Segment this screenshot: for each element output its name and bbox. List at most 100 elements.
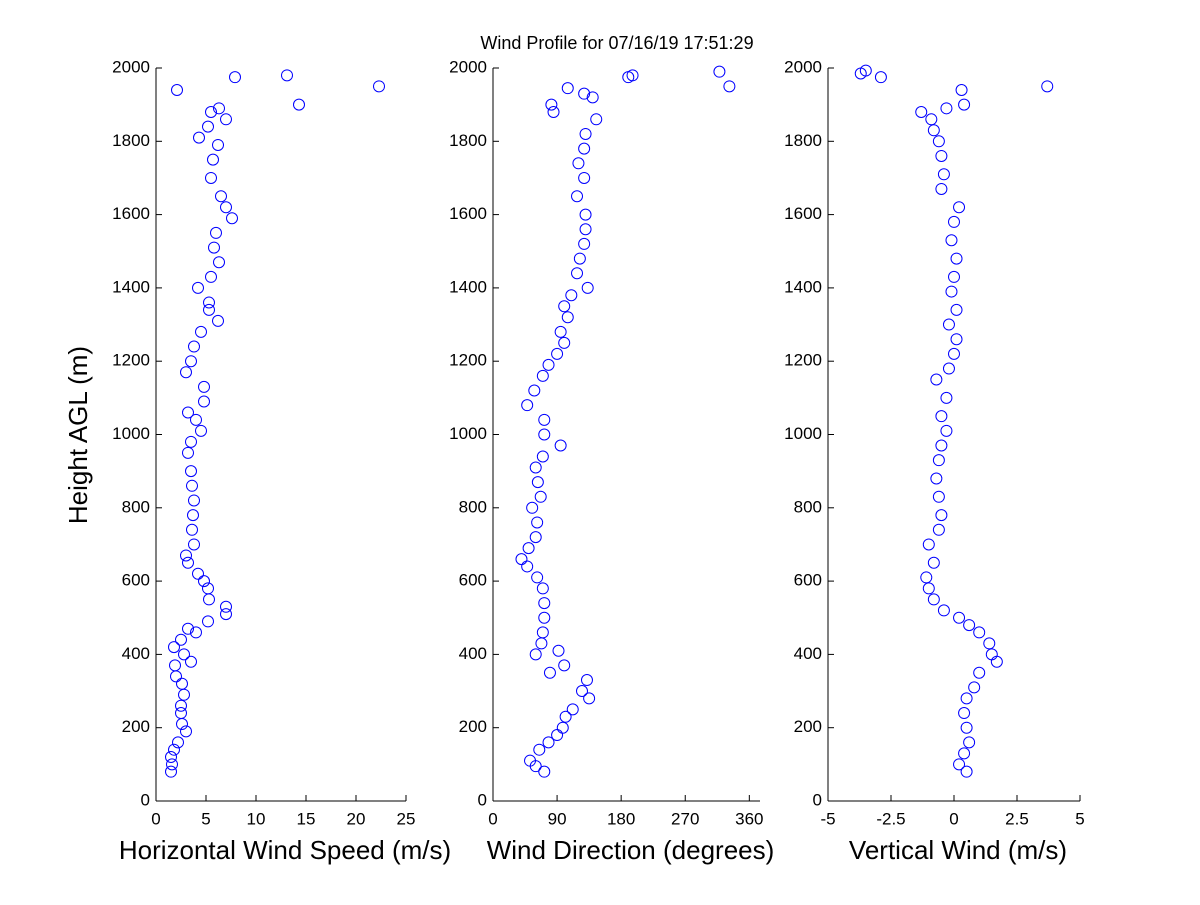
data-point [948, 347, 960, 360]
data-point [958, 707, 971, 720]
data-point [182, 446, 194, 459]
data-point [573, 252, 586, 265]
data-point [220, 201, 232, 214]
y-tick-label: 1000 [449, 424, 487, 443]
data-point [188, 340, 200, 353]
data-point [226, 212, 238, 225]
data-point [528, 384, 541, 397]
y-tick-label: 600 [122, 571, 150, 590]
x-tick-label: 0 [949, 809, 958, 828]
data-point [561, 311, 574, 324]
data-point [182, 622, 194, 635]
data-point [922, 538, 935, 551]
data-point [202, 582, 214, 595]
data-point [178, 648, 190, 661]
y-tick-label: 600 [459, 571, 487, 590]
data-point [927, 556, 940, 569]
data-point [165, 751, 177, 764]
data-point [185, 465, 197, 478]
data-point [536, 626, 549, 639]
data-point [927, 593, 940, 606]
y-tick-label: 1600 [112, 204, 150, 223]
data-point [536, 582, 549, 595]
data-point [213, 102, 225, 115]
data-point [958, 98, 971, 111]
data-point [185, 655, 197, 668]
data-point [190, 626, 202, 639]
data-point [538, 611, 551, 624]
data-point [188, 538, 200, 551]
data-point [713, 65, 726, 78]
data-point [186, 523, 198, 536]
data-point [859, 64, 872, 77]
x-tick-label: 90 [548, 809, 567, 828]
y-tick-label: 2000 [784, 57, 822, 76]
data-point [558, 659, 571, 672]
data-point [175, 707, 187, 720]
x-tick-label: 360 [735, 809, 763, 828]
y-tick-label: 0 [813, 790, 822, 809]
data-point [942, 362, 955, 375]
data-point [935, 149, 948, 162]
y-tick-label: 1800 [784, 131, 822, 150]
data-point [198, 575, 210, 588]
data-point [935, 410, 948, 423]
data-point [213, 256, 225, 269]
y-tick-label: 0 [141, 790, 150, 809]
y-tick-label: 600 [794, 571, 822, 590]
data-point [168, 641, 180, 654]
data-point [171, 83, 183, 96]
data-point [578, 87, 591, 100]
data-point [192, 281, 204, 294]
y-tick-label: 200 [122, 717, 150, 736]
data-point [930, 472, 943, 485]
data-point [578, 142, 591, 155]
data-point [935, 509, 948, 522]
data-point [192, 567, 204, 580]
data-point [723, 80, 736, 93]
data-point [547, 105, 560, 118]
data-point [207, 153, 219, 166]
data-point [950, 303, 963, 316]
x-tick-label: -5 [820, 809, 835, 828]
data-point [935, 439, 948, 452]
y-tick-label: 2000 [449, 57, 487, 76]
data-point [626, 69, 639, 82]
data-point [583, 692, 596, 705]
x-tick-label: 5 [201, 809, 210, 828]
data-point [985, 648, 998, 661]
data-point [930, 373, 943, 386]
data-point [529, 531, 542, 544]
y-tick-label: 400 [122, 644, 150, 663]
data-point [536, 369, 549, 382]
x-tick-label: 2.5 [1005, 809, 1029, 828]
data-point [960, 721, 973, 734]
data-point [973, 666, 986, 679]
data-point [536, 450, 549, 463]
data-point [554, 325, 567, 338]
data-point [193, 131, 205, 144]
y-tick-label: 400 [459, 644, 487, 663]
data-point [545, 98, 558, 111]
x-tick-label: 270 [671, 809, 699, 828]
data-point [580, 674, 593, 687]
data-point [590, 113, 603, 126]
data-point [579, 127, 592, 140]
data-point [927, 124, 940, 137]
data-point [187, 509, 199, 522]
x-tick-label: 15 [297, 809, 316, 828]
y-tick-label: 1000 [112, 424, 150, 443]
data-point [538, 765, 551, 778]
data-point [524, 754, 537, 767]
y-tick-label: 400 [794, 644, 822, 663]
data-point [522, 542, 535, 555]
data-point [180, 366, 192, 379]
data-point [205, 171, 217, 184]
data-point [195, 325, 207, 338]
x-axis-label: Horizontal Wind Speed (m/s) [119, 835, 451, 865]
data-point [212, 138, 224, 151]
data-point [948, 215, 960, 228]
figure-title: Wind Profile for 07/16/19 17:51:29 [480, 33, 753, 53]
data-point [542, 358, 555, 371]
